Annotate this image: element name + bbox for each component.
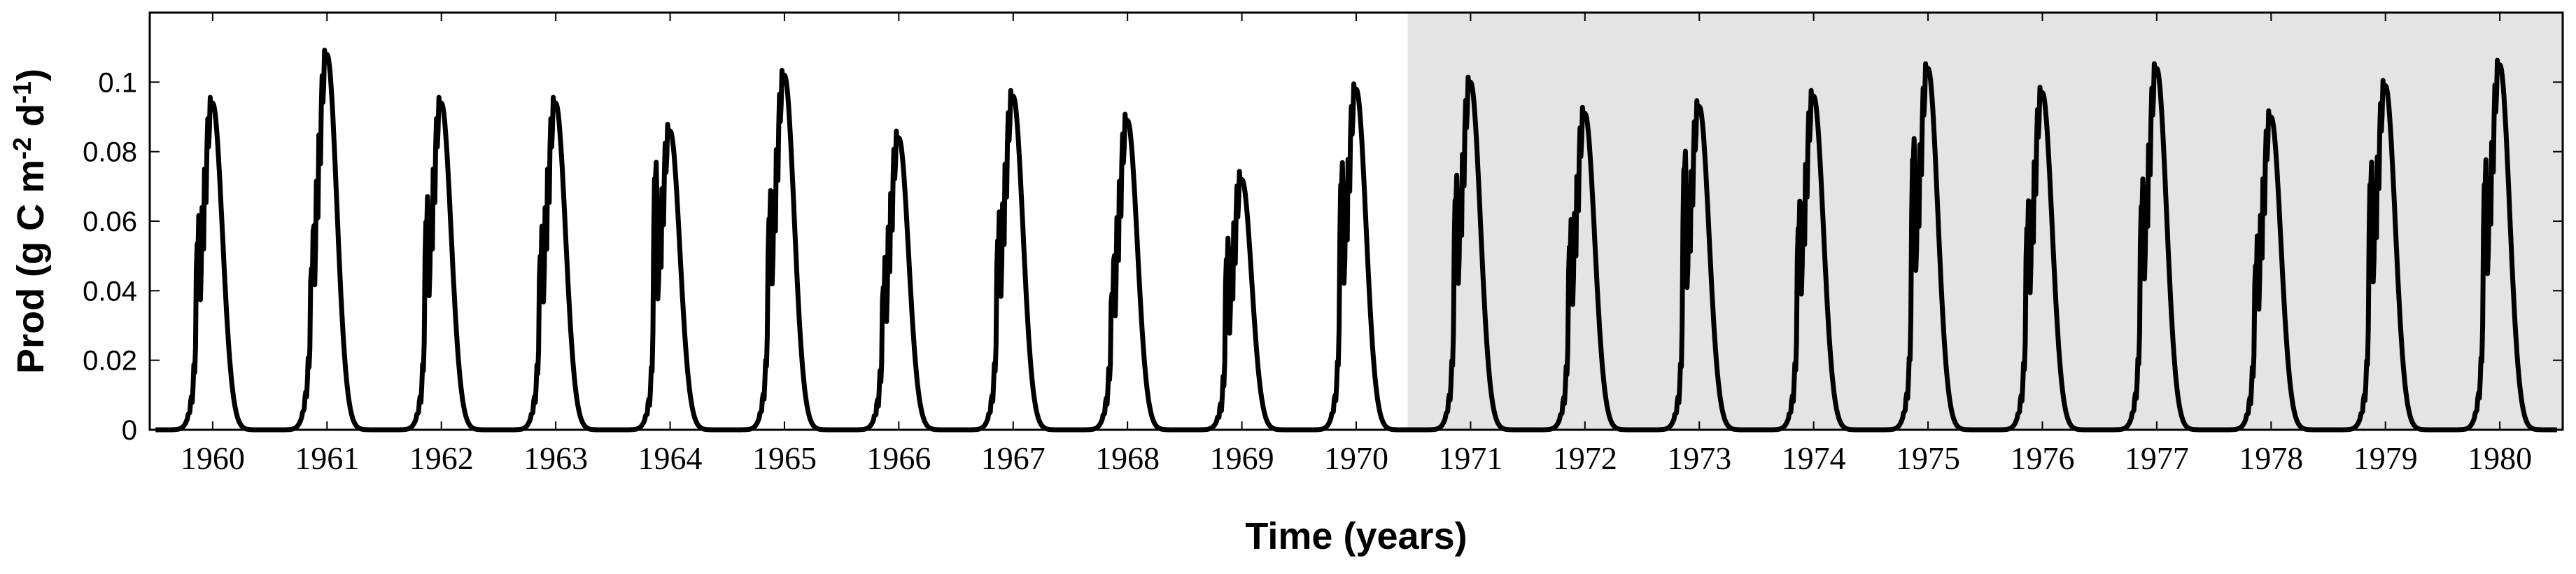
x-tick-label: 1967 bbox=[981, 440, 1046, 476]
y-label-mid: d bbox=[10, 104, 52, 137]
x-tick-label: 1977 bbox=[2125, 440, 2189, 476]
productivity-line bbox=[153, 48, 2559, 433]
y-axis: 0 0.02 0.04 0.06 0.08 0.1 bbox=[83, 67, 2563, 446]
x-tick-label: 1962 bbox=[409, 440, 474, 476]
x-tick-label: 1976 bbox=[2010, 440, 2074, 476]
x-tick-label: 1961 bbox=[295, 440, 359, 476]
x-tick-label: 1964 bbox=[638, 440, 703, 476]
y-tick-label: 0.04 bbox=[83, 276, 137, 307]
x-tick-label: 1965 bbox=[752, 440, 817, 476]
x-tick-label: 1969 bbox=[1210, 440, 1274, 476]
x-axis-label: Time (years) bbox=[1245, 515, 1467, 557]
x-tick-label: 1963 bbox=[523, 440, 588, 476]
x-tick-label: 1968 bbox=[1095, 440, 1160, 476]
y-label-end: ) bbox=[10, 69, 52, 81]
x-tick-label: 1966 bbox=[866, 440, 931, 476]
y-tick-label: 0.1 bbox=[98, 67, 137, 98]
y-tick-label: 0.02 bbox=[83, 346, 137, 377]
y-label-sup1: -2 bbox=[8, 137, 36, 160]
x-tick-label: 1972 bbox=[1553, 440, 1617, 476]
y-axis-label: Prod (g C m-2 d-1) bbox=[8, 69, 52, 374]
x-tick-label: 1971 bbox=[1438, 440, 1502, 476]
x-tick-label: 1980 bbox=[2468, 440, 2532, 476]
x-tick-label: 1973 bbox=[1667, 440, 1731, 476]
x-tick-label: 1970 bbox=[1324, 440, 1388, 476]
x-tick-label: 1960 bbox=[181, 440, 245, 476]
y-tick-label: 0 bbox=[122, 415, 137, 446]
series-group bbox=[153, 48, 2559, 433]
y-label-sup2: -1 bbox=[8, 81, 36, 104]
x-tick-label: 1978 bbox=[2239, 440, 2303, 476]
shaded-region bbox=[1407, 13, 2563, 430]
y-tick-label: 0.06 bbox=[83, 206, 137, 237]
x-tick-label: 1975 bbox=[1896, 440, 1960, 476]
y-label-base: Prod (g C m bbox=[10, 160, 52, 374]
y-tick-label: 0.08 bbox=[83, 137, 137, 168]
x-tick-label: 1979 bbox=[2353, 440, 2418, 476]
x-tick-label: 1974 bbox=[1782, 440, 1846, 476]
x-axis: 1960 1961 1962 1963 1964 1965 1966 1967 1968 1969… bbox=[181, 13, 2532, 476]
